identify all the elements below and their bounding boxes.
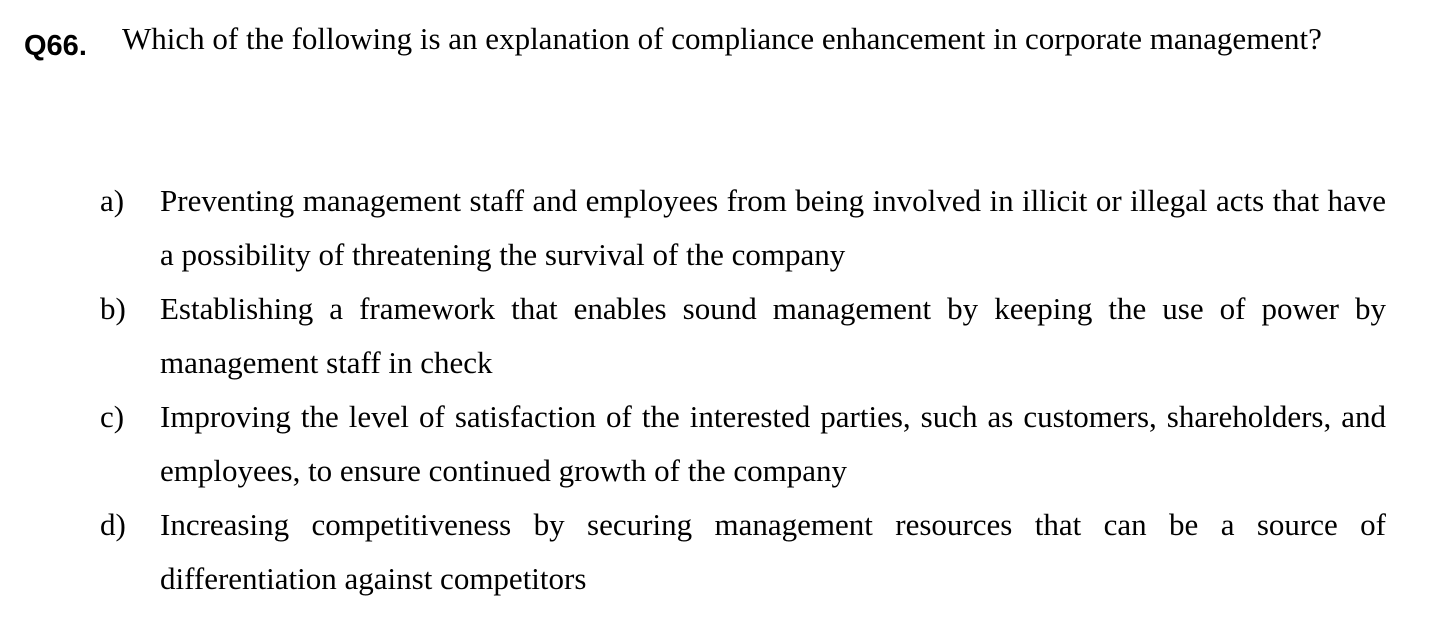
answer-options: a) Preventing management staff and emplo…	[100, 174, 1386, 606]
option-d-text: Increasing competitiveness by securing m…	[160, 507, 1386, 596]
option-a-letter: a)	[100, 183, 125, 218]
question-text: Which of the following is an explanation…	[122, 21, 1322, 56]
option-c-letter: c)	[100, 399, 125, 434]
question-block: Q66. Which of the following is an explan…	[24, 12, 1386, 66]
option-c: c) Improving the level of satisfaction o…	[100, 390, 1386, 498]
option-a-text: Preventing management staff and employee…	[160, 183, 1386, 272]
option-d: d) Increasing competitiveness by securin…	[100, 498, 1386, 606]
option-a: a) Preventing management staff and emplo…	[100, 174, 1386, 282]
question-number: Q66.	[24, 30, 87, 62]
option-d-letter: d)	[100, 507, 126, 542]
option-b-text: Establishing a framework that enables so…	[160, 291, 1386, 380]
option-b-letter: b)	[100, 291, 126, 326]
option-c-text: Improving the level of satisfaction of t…	[160, 399, 1386, 488]
option-b: b) Establishing a framework that enables…	[100, 282, 1386, 390]
